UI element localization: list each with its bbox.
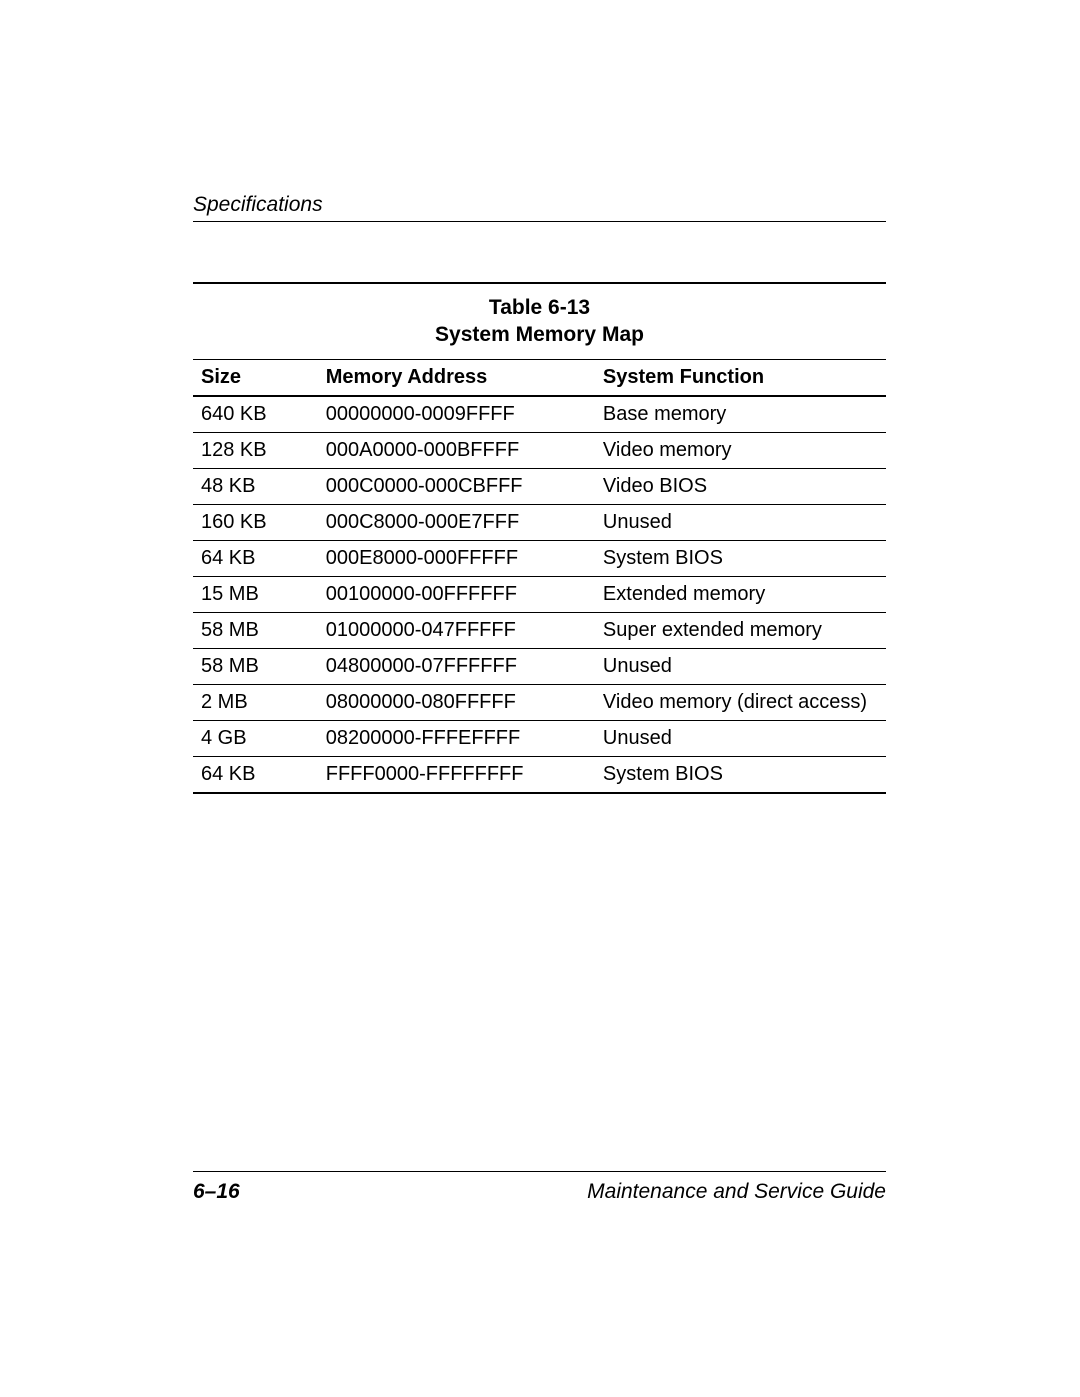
table-row: 4 GB 08200000-FFFEFFFF Unused	[193, 720, 886, 756]
cell-function: Super extended memory	[595, 612, 886, 648]
table-6-13: Table 6-13 System Memory Map Size Memory…	[193, 282, 886, 794]
footer-rule	[193, 1171, 886, 1172]
footer-guide-title: Maintenance and Service Guide	[587, 1180, 886, 1204]
cell-address: 000A0000-000BFFFF	[318, 432, 595, 468]
table-row: 64 KB FFFF0000-FFFFFFFF System BIOS	[193, 756, 886, 793]
page-footer: 6–16 Maintenance and Service Guide	[193, 1171, 886, 1204]
table-row: 128 KB 000A0000-000BFFFF Video memory	[193, 432, 886, 468]
table-body: 640 KB 00000000-0009FFFF Base memory 128…	[193, 396, 886, 793]
cell-function: Video memory (direct access)	[595, 684, 886, 720]
table-caption-line1: Table 6-13	[489, 296, 590, 319]
cell-function: Unused	[595, 648, 886, 684]
cell-function: System BIOS	[595, 756, 886, 793]
table-header-row: Size Memory Address System Function	[193, 359, 886, 396]
table-row: 640 KB 00000000-0009FFFF Base memory	[193, 396, 886, 433]
table-row: 58 MB 01000000-047FFFFF Super extended m…	[193, 612, 886, 648]
document-page: Specifications Table 6-13 System Memory …	[0, 0, 1080, 1397]
table-row: 160 KB 000C8000-000E7FFF Unused	[193, 504, 886, 540]
table-row: 64 KB 000E8000-000FFFFF System BIOS	[193, 540, 886, 576]
cell-size: 64 KB	[193, 540, 318, 576]
cell-function: Video BIOS	[595, 468, 886, 504]
cell-function: Unused	[595, 720, 886, 756]
cell-function: Base memory	[595, 396, 886, 433]
table-row: 58 MB 04800000-07FFFFFF Unused	[193, 648, 886, 684]
table-row: 15 MB 00100000-00FFFFFF Extended memory	[193, 576, 886, 612]
cell-address: 000E8000-000FFFFF	[318, 540, 595, 576]
cell-size: 128 KB	[193, 432, 318, 468]
table-row: 48 KB 000C0000-000CBFFF Video BIOS	[193, 468, 886, 504]
cell-address: 08000000-080FFFFF	[318, 684, 595, 720]
col-header-size: Size	[193, 359, 318, 396]
cell-size: 640 KB	[193, 396, 318, 433]
col-header-function: System Function	[595, 359, 886, 396]
memory-map-table: Size Memory Address System Function 640 …	[193, 359, 886, 794]
footer-row: 6–16 Maintenance and Service Guide	[193, 1180, 886, 1204]
content-area: Specifications Table 6-13 System Memory …	[193, 193, 886, 1204]
cell-size: 64 KB	[193, 756, 318, 793]
cell-size: 4 GB	[193, 720, 318, 756]
table-caption-line2: System Memory Map	[435, 323, 644, 346]
cell-size: 58 MB	[193, 648, 318, 684]
cell-size: 2 MB	[193, 684, 318, 720]
cell-function: Unused	[595, 504, 886, 540]
cell-function: Video memory	[595, 432, 886, 468]
cell-function: Extended memory	[595, 576, 886, 612]
table-row: 2 MB 08000000-080FFFFF Video memory (dir…	[193, 684, 886, 720]
cell-function: System BIOS	[595, 540, 886, 576]
cell-size: 160 KB	[193, 504, 318, 540]
cell-size: 58 MB	[193, 612, 318, 648]
cell-address: 04800000-07FFFFFF	[318, 648, 595, 684]
cell-address: 000C0000-000CBFFF	[318, 468, 595, 504]
table-caption: Table 6-13 System Memory Map	[193, 284, 886, 359]
col-header-address: Memory Address	[318, 359, 595, 396]
cell-address: 01000000-047FFFFF	[318, 612, 595, 648]
cell-address: 00000000-0009FFFF	[318, 396, 595, 433]
section-heading: Specifications	[193, 193, 886, 222]
cell-address: 08200000-FFFEFFFF	[318, 720, 595, 756]
cell-address: FFFF0000-FFFFFFFF	[318, 756, 595, 793]
cell-address: 00100000-00FFFFFF	[318, 576, 595, 612]
page-number: 6–16	[193, 1180, 240, 1204]
cell-address: 000C8000-000E7FFF	[318, 504, 595, 540]
cell-size: 15 MB	[193, 576, 318, 612]
cell-size: 48 KB	[193, 468, 318, 504]
